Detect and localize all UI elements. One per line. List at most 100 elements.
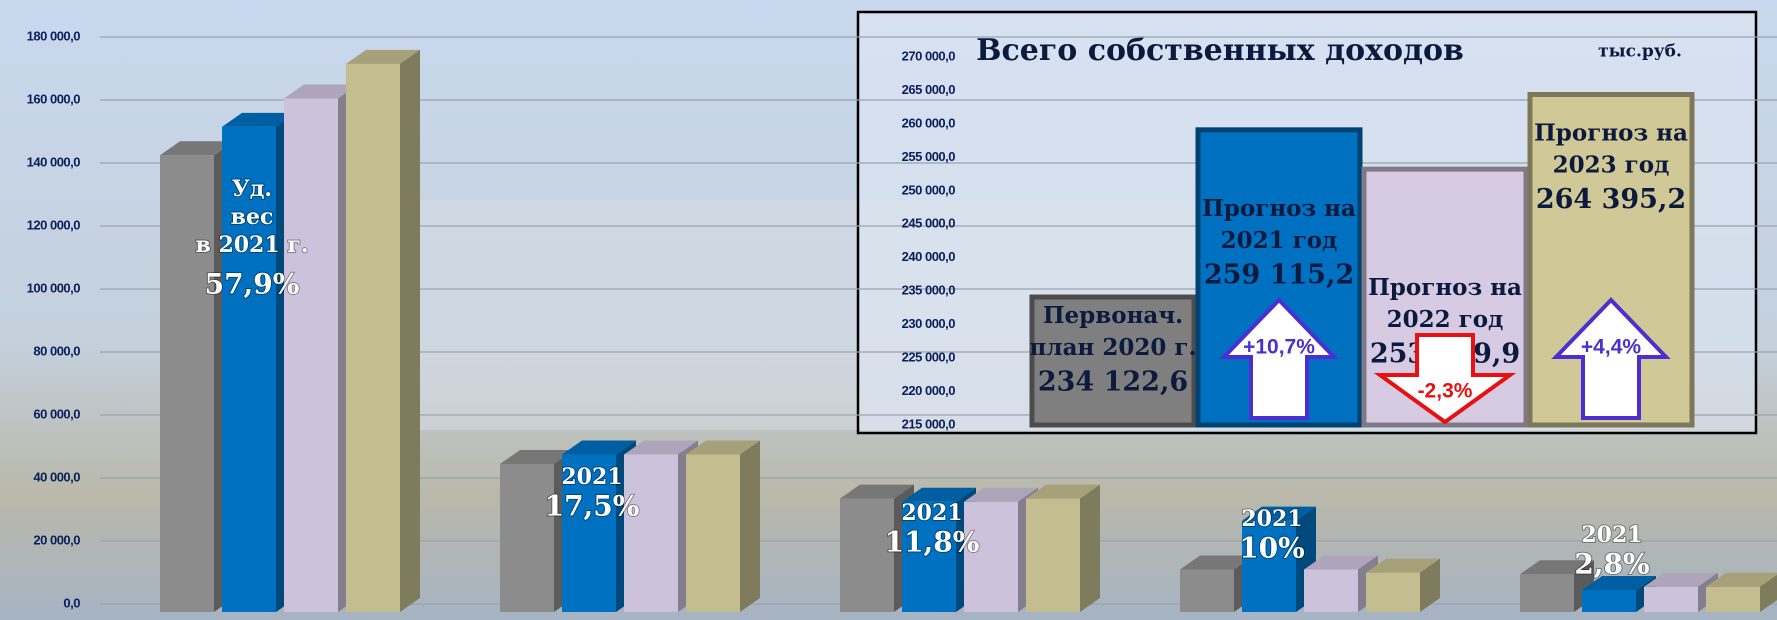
bar-top <box>1644 572 1718 587</box>
bar <box>1366 572 1420 612</box>
bar <box>1304 569 1358 612</box>
inset-bar-label: Прогноз на <box>1368 274 1522 301</box>
inset-value-label: 259 115,2 <box>1204 259 1354 290</box>
bar <box>1026 498 1080 612</box>
bar-top <box>1582 575 1656 590</box>
inset-title: Всего собственных доходов <box>976 33 1464 68</box>
bar <box>624 454 678 612</box>
inset-bar-label: Прогноз на <box>1534 120 1688 147</box>
bar-top <box>500 449 574 464</box>
bar-top <box>1242 506 1316 521</box>
inset-y-tick-label: 250 000,0 <box>902 182 956 197</box>
bar-top <box>284 84 358 99</box>
inset-bar-label: Первонач. <box>1043 302 1183 329</box>
bar-top <box>840 484 914 499</box>
bar <box>346 63 400 612</box>
inset-y-tick-label: 245 000,0 <box>902 216 956 231</box>
annotation: вес <box>231 204 274 230</box>
y-tick-label: 120 000,0 <box>27 217 81 232</box>
inset-y-tick-label: 260 000,0 <box>902 115 956 130</box>
bar <box>1582 589 1636 612</box>
annotation-share: 11,8% <box>885 526 980 559</box>
bar-side <box>1760 574 1777 612</box>
y-tick-label: 20 000,0 <box>33 532 80 547</box>
bar-top <box>1026 484 1100 499</box>
bar-top <box>902 487 976 502</box>
inset-value-label: 264 395,2 <box>1536 184 1686 215</box>
bar-top <box>222 112 296 127</box>
y-tick-label: 0,0 <box>63 595 80 610</box>
bar-top <box>964 487 1038 502</box>
inset-bar-label: 2023 год <box>1553 152 1670 179</box>
inset-y-tick-label: 220 000,0 <box>902 383 956 398</box>
arrow-up <box>1551 297 1671 420</box>
inset-bar-label: 2021 год <box>1221 227 1338 254</box>
annotation: 2021 <box>1241 506 1302 532</box>
inset-y-tick-label: 240 000,0 <box>902 249 956 264</box>
inset-y-tick-label: 225 000,0 <box>902 350 956 365</box>
inset-bar-label: план 2020 г. <box>1030 334 1197 361</box>
change-label: -2,3% <box>1418 380 1473 403</box>
bar <box>562 454 616 612</box>
inset-value-label: 234 122,6 <box>1038 367 1188 398</box>
annotation: 2021 <box>901 500 962 526</box>
bar-top <box>160 141 234 156</box>
bar-top <box>1520 560 1594 575</box>
annotation-share: 2,8% <box>1574 548 1649 581</box>
y-tick-label: 140 000,0 <box>27 154 81 169</box>
annotation-share: 57,9% <box>205 268 300 301</box>
inset-y-tick-label: 265 000,0 <box>902 82 956 97</box>
bar <box>902 501 956 612</box>
arrow-down <box>1373 333 1517 425</box>
annotation: 2021 <box>1581 522 1642 548</box>
bar <box>964 501 1018 612</box>
annotation: в 2021 г. <box>196 232 309 258</box>
arrow-up <box>1219 297 1339 420</box>
bar-top <box>1706 572 1777 587</box>
annotation-share: 10% <box>1239 532 1305 565</box>
bar-top <box>686 440 760 455</box>
bar <box>222 126 276 613</box>
y-tick-label: 80 000,0 <box>33 343 80 358</box>
bar-top <box>346 49 420 64</box>
inset-unit: тыс.руб. <box>1598 42 1682 62</box>
bar-side <box>1080 484 1100 612</box>
inset-y-tick-label: 230 000,0 <box>902 316 956 331</box>
y-tick-label: 180 000,0 <box>27 28 81 43</box>
annotation: Уд. <box>232 176 272 202</box>
y-tick-label: 40 000,0 <box>33 469 80 484</box>
bar <box>160 155 214 612</box>
bar <box>1706 586 1760 612</box>
y-tick-label: 160 000,0 <box>27 91 81 106</box>
change-label: +4,4% <box>1581 336 1641 359</box>
inset-y-tick-label: 215 000,0 <box>902 416 956 431</box>
bar-top <box>1366 558 1440 573</box>
change-label: +10,7% <box>1243 336 1315 359</box>
y-tick-label: 100 000,0 <box>27 280 81 295</box>
inset-bar-label: Прогноз на <box>1202 195 1356 222</box>
inset-y-tick-label: 235 000,0 <box>902 283 956 298</box>
annotation-share: 17,5% <box>545 490 640 523</box>
bar-top <box>1180 555 1254 570</box>
bar <box>284 98 338 613</box>
inset-bar <box>1029 294 1197 428</box>
bar-top <box>1304 555 1378 570</box>
inset-y-tick-label: 255 000,0 <box>902 149 956 164</box>
y-tick-label: 60 000,0 <box>33 406 80 421</box>
bar-side <box>740 440 760 612</box>
bar <box>686 454 740 612</box>
inset-y-tick-label: 270 000,0 <box>902 48 956 63</box>
bar-top <box>562 440 636 455</box>
inset-bar-label: 2022 год <box>1387 306 1504 333</box>
bar-side <box>400 49 420 612</box>
bar <box>1242 520 1296 612</box>
bar <box>1644 586 1698 612</box>
bar-top <box>624 440 698 455</box>
bar <box>500 463 554 612</box>
bar <box>1520 574 1574 612</box>
annotation: 2021 <box>561 464 622 490</box>
bar <box>1180 569 1234 612</box>
bar <box>840 498 894 612</box>
bar-side <box>1420 558 1440 612</box>
